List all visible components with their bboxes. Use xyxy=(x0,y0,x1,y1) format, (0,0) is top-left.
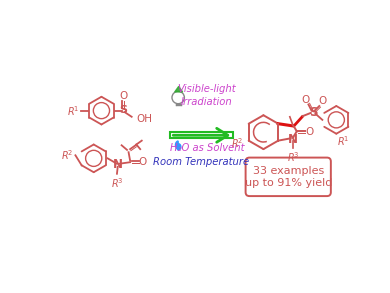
Text: R$^3$: R$^3$ xyxy=(111,176,123,190)
Text: S: S xyxy=(119,105,127,115)
Text: O: O xyxy=(138,157,147,167)
Text: up to 91% yield: up to 91% yield xyxy=(245,178,332,188)
Text: N: N xyxy=(288,133,298,146)
Text: O: O xyxy=(318,96,326,106)
Text: H₂O as Solvent: H₂O as Solvent xyxy=(170,143,244,153)
Text: Room Temperature: Room Temperature xyxy=(153,157,250,167)
Text: R$^2$: R$^2$ xyxy=(231,136,243,150)
Text: O: O xyxy=(305,127,313,137)
Text: S: S xyxy=(309,106,317,119)
Text: 33 examples: 33 examples xyxy=(253,166,324,176)
FancyArrowPatch shape xyxy=(173,128,228,142)
Text: R$^1$: R$^1$ xyxy=(337,134,349,148)
Text: R$^2$: R$^2$ xyxy=(62,148,74,162)
Text: R$^3$: R$^3$ xyxy=(287,151,299,164)
FancyBboxPatch shape xyxy=(246,158,331,196)
Text: R$^1$: R$^1$ xyxy=(67,104,80,117)
Text: OH: OH xyxy=(136,114,152,124)
Polygon shape xyxy=(176,141,181,150)
Text: Visible-light
Irradiation: Visible-light Irradiation xyxy=(177,84,236,107)
Text: N: N xyxy=(113,158,123,171)
Text: O: O xyxy=(301,95,309,105)
Text: O: O xyxy=(119,91,127,101)
